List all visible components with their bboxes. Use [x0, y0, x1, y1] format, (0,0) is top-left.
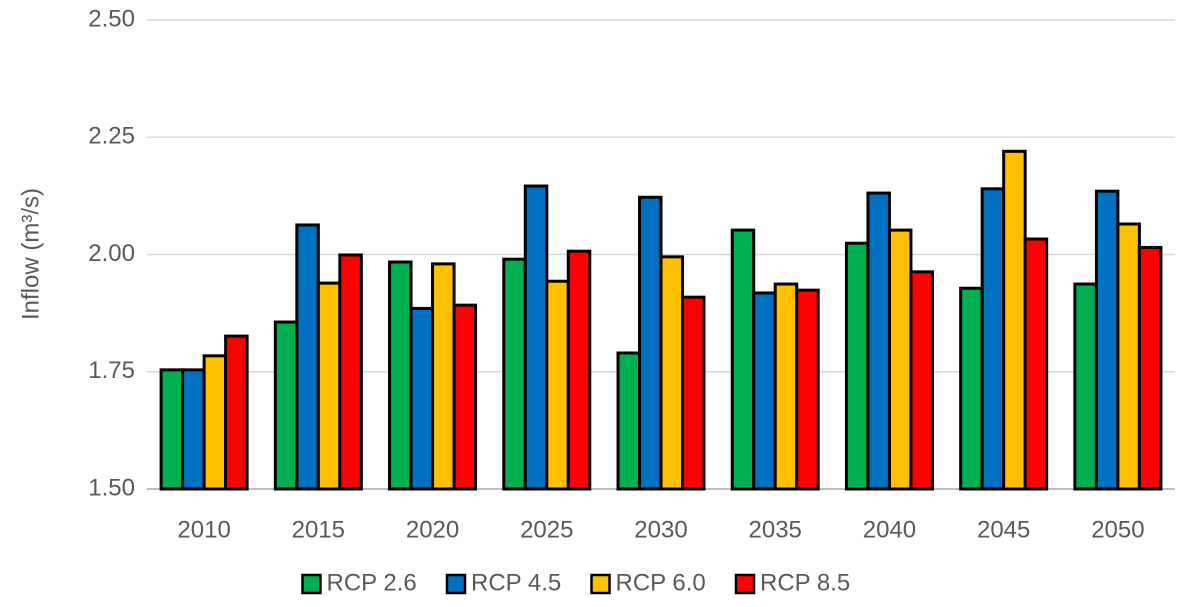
bar — [181, 368, 206, 491]
legend-label: RCP 2.6 — [327, 569, 417, 596]
legend-label: RCP 6.0 — [616, 569, 706, 596]
bar — [752, 291, 777, 491]
bar — [523, 184, 549, 491]
bar — [616, 351, 641, 491]
bar — [866, 191, 891, 491]
bar — [224, 334, 249, 491]
bar — [887, 228, 913, 491]
legend-label: RCP 8.5 — [760, 569, 850, 596]
bar — [1023, 237, 1049, 491]
bar — [980, 187, 1006, 491]
legend-swatch — [301, 573, 322, 595]
x-tick-label: 2020 — [406, 516, 459, 543]
x-tick-label: 2015 — [292, 516, 345, 543]
bar — [730, 228, 756, 491]
bar — [409, 306, 435, 491]
legend-swatch — [445, 573, 467, 595]
bar — [273, 320, 299, 491]
bar — [1094, 189, 1120, 491]
y-tick-label: 2.25 — [88, 123, 135, 150]
bar — [566, 249, 592, 491]
bar — [773, 282, 799, 491]
bar — [795, 288, 820, 491]
bar — [202, 354, 228, 491]
bar — [659, 255, 684, 491]
bar — [638, 195, 663, 491]
bar — [502, 257, 527, 491]
bar — [1137, 245, 1163, 491]
x-tick-label: 2030 — [634, 516, 687, 543]
bar — [681, 295, 706, 491]
bar — [1116, 222, 1141, 491]
bar — [388, 260, 413, 491]
bar — [1073, 282, 1098, 491]
bar — [959, 286, 984, 491]
bar — [1002, 149, 1027, 491]
x-tick-label: 2035 — [749, 516, 802, 543]
bar — [909, 270, 934, 491]
x-tick-label: 2040 — [863, 516, 916, 543]
bar — [452, 303, 478, 491]
y-tick-label: 2.00 — [88, 240, 135, 267]
bar — [431, 262, 456, 491]
x-tick-label: 2025 — [520, 516, 573, 543]
bar — [338, 253, 363, 491]
y-tick-label: 2.50 — [88, 5, 135, 32]
y-axis-label: Inflow (m³/s) — [17, 188, 44, 320]
y-tick-label: 1.75 — [88, 357, 135, 384]
x-tick-label: 2045 — [977, 516, 1030, 543]
x-tick-label: 2050 — [1091, 516, 1144, 543]
bar — [545, 279, 570, 491]
bar — [295, 223, 320, 491]
bar — [316, 281, 342, 491]
legend-label: RCP 4.5 — [471, 569, 561, 596]
bar — [844, 241, 870, 491]
legend-swatch — [590, 573, 611, 595]
x-tick-label: 2010 — [177, 516, 230, 543]
bar — [159, 368, 185, 491]
legend-swatch — [734, 573, 756, 595]
y-tick-label: 1.50 — [88, 474, 135, 501]
